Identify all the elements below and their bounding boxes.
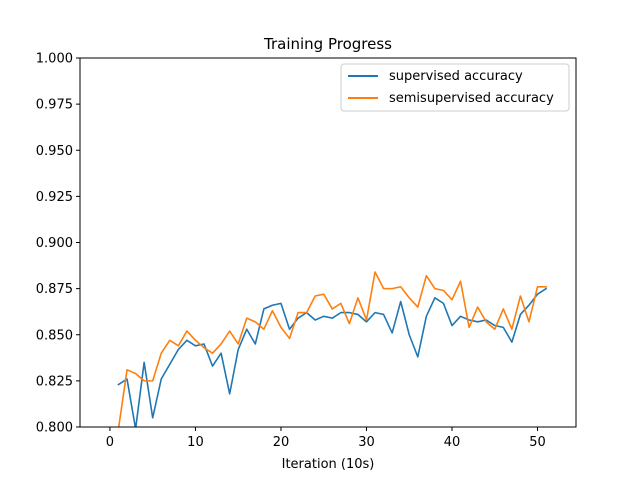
x-tick-label: 20 (273, 435, 290, 450)
chart-title: Training Progress (263, 35, 392, 53)
y-tick-label: 0.875 (36, 282, 73, 297)
y-tick-label: 0.900 (36, 236, 73, 251)
x-tick-label: 50 (529, 435, 546, 450)
y-axis: 0.800 0.825 0.850 0.875 0.900 0.925 0.950 0.975… (36, 52, 80, 436)
legend-box (340, 63, 570, 112)
x-tick-label: 10 (187, 435, 204, 450)
series-line-supervised (117, 287, 548, 427)
y-tick-label: 1.000 (36, 52, 73, 67)
x-tick-label: 40 (444, 435, 461, 450)
legend-label-semisupervised: semisupervised accuracy (389, 91, 554, 106)
y-tick-label: 0.925 (36, 190, 73, 205)
x-axis: 0 10 20 30 40 50 (106, 427, 546, 450)
y-tick-label: 0.975 (36, 98, 73, 113)
y-tick-label: 0.825 (36, 374, 73, 389)
x-tick-label: 0 (106, 435, 114, 450)
x-tick-label: 30 (358, 435, 375, 450)
x-axis-label: Iteration (10s) (282, 457, 375, 472)
y-tick-label: 0.800 (36, 421, 73, 436)
legend: supervised accuracy semisupervised accur… (340, 63, 570, 112)
y-tick-label: 0.850 (36, 328, 73, 343)
series-layer (117, 271, 548, 427)
y-tick-label: 0.950 (36, 144, 73, 159)
legend-label-supervised: supervised accuracy (389, 69, 523, 84)
series-line-semisupervised (117, 271, 547, 427)
plot-area-frame (79, 57, 577, 428)
